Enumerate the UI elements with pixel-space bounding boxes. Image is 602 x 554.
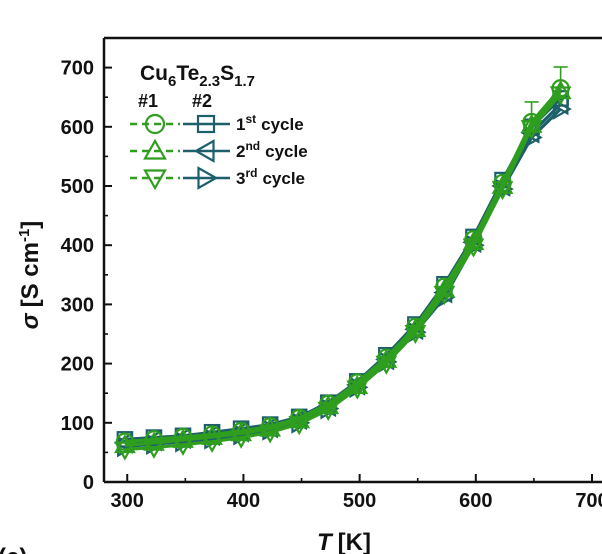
y-axis-unit-exponent: -1 bbox=[16, 229, 33, 242]
legend-ordinal: st bbox=[245, 112, 256, 126]
legend-number: 3 bbox=[236, 169, 245, 188]
data-point bbox=[230, 422, 253, 442]
data-point bbox=[404, 324, 427, 345]
legend-label: 2nd cycle bbox=[236, 139, 308, 161]
legend-number: 1 bbox=[236, 115, 245, 134]
y-tick-label: 500 bbox=[61, 176, 94, 198]
series--1-3rd-cycle bbox=[114, 86, 572, 461]
axes-frame bbox=[102, 36, 602, 484]
formula-text: S bbox=[220, 62, 234, 85]
legend-row-cycle-1: 1st cycle bbox=[130, 112, 304, 135]
legend-marker-sample2 bbox=[197, 166, 219, 190]
y-tick-label: 600 bbox=[61, 117, 94, 139]
tick-labels: 300 400 500 600 700 0 100 200 300 400 500 600 700 bbox=[61, 58, 602, 512]
y-tick-label: 400 bbox=[61, 235, 94, 257]
legend-ordinal: rd bbox=[245, 166, 257, 180]
data-point bbox=[346, 380, 369, 400]
x-axis-label: T [K] bbox=[317, 529, 371, 554]
data-point bbox=[230, 429, 253, 449]
series-line bbox=[124, 97, 562, 441]
data-point bbox=[288, 416, 311, 436]
x-tick-label: 600 bbox=[459, 490, 492, 512]
data-point bbox=[114, 441, 136, 461]
series-layer bbox=[113, 66, 572, 461]
x-axis-unit: [K] bbox=[338, 529, 371, 554]
formula-text: Cu bbox=[140, 62, 168, 85]
y-tick-label: 0 bbox=[83, 472, 94, 494]
data-point bbox=[491, 181, 514, 201]
legend-marker-sample2 bbox=[193, 139, 215, 163]
y-tick-label: 700 bbox=[61, 58, 94, 80]
series-line bbox=[124, 87, 562, 444]
legend-label: 3rd cycle bbox=[236, 166, 305, 188]
data-point bbox=[259, 417, 282, 437]
x-axis-variable: T bbox=[317, 529, 334, 554]
data-point bbox=[462, 238, 485, 258]
legend-marker-sample2 bbox=[196, 114, 216, 134]
legend-text: cycle bbox=[261, 115, 304, 134]
y-tick-label: 300 bbox=[61, 294, 94, 316]
legend-row-cycle-3: 3rd cycle bbox=[130, 166, 305, 191]
x-tick-label: 400 bbox=[227, 490, 260, 512]
series--2-3rd-cycle bbox=[117, 98, 572, 458]
data-point bbox=[259, 424, 282, 444]
legend-marker-sample1 bbox=[143, 169, 167, 191]
data-point bbox=[172, 436, 194, 456]
y-tick-label: 200 bbox=[61, 354, 94, 376]
data-point bbox=[433, 285, 456, 305]
series-line bbox=[124, 90, 562, 447]
data-point bbox=[288, 409, 311, 429]
formula-subscript: 2.3 bbox=[199, 73, 220, 90]
data-point bbox=[201, 433, 223, 453]
y-axis-unit: [S cm bbox=[17, 242, 44, 307]
y-axis-label: σ [S cm-1] bbox=[16, 221, 44, 330]
data-point bbox=[114, 434, 136, 454]
legend-text: cycle bbox=[262, 169, 305, 188]
x-tick-label: 700 bbox=[575, 490, 602, 512]
x-tick-label: 500 bbox=[343, 490, 376, 512]
data-point bbox=[375, 355, 398, 375]
formula-subscript: 1.7 bbox=[234, 73, 255, 90]
y-axis-variable: σ bbox=[17, 312, 44, 329]
data-point bbox=[491, 174, 514, 194]
legend-row-cycle-2: 2nd cycle bbox=[130, 138, 308, 163]
legend-text: cycle bbox=[265, 142, 308, 161]
legend-marker-sample1 bbox=[144, 113, 166, 135]
panel-label: (c) bbox=[0, 544, 27, 554]
legend-label: 1st cycle bbox=[236, 112, 304, 134]
x-tick-label: 300 bbox=[111, 490, 144, 512]
y-axis-unit-close: ] bbox=[17, 221, 44, 229]
data-point bbox=[549, 80, 572, 100]
formula-subscript: 6 bbox=[168, 73, 176, 90]
legend-marker-sample1 bbox=[143, 138, 167, 160]
legend-ordinal: nd bbox=[245, 139, 260, 153]
legend-number: 2 bbox=[236, 142, 245, 161]
legend-header-sample2: #2 bbox=[192, 91, 212, 111]
formula-text: Te bbox=[176, 62, 199, 85]
data-point bbox=[317, 401, 340, 421]
series--1-2nd-cycle bbox=[114, 80, 572, 454]
data-point bbox=[552, 98, 572, 120]
composition-formula: Cu6Te2.3S1.7 bbox=[140, 62, 255, 90]
y-tick-label: 100 bbox=[61, 413, 94, 435]
legend-header-sample1: #1 bbox=[138, 91, 158, 111]
data-point bbox=[143, 439, 165, 459]
series-line bbox=[124, 93, 562, 451]
